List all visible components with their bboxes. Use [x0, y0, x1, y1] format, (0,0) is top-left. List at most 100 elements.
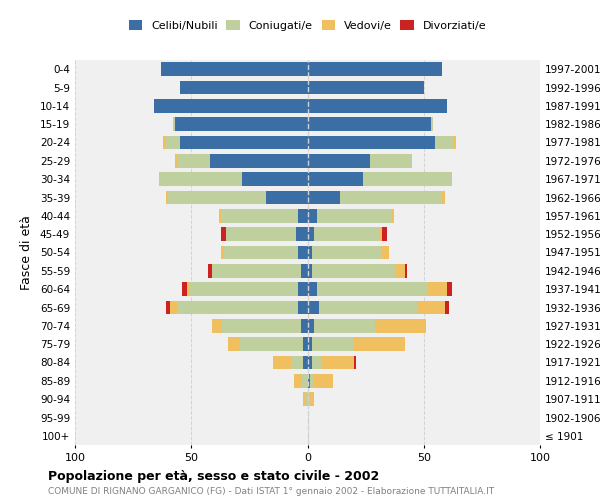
Bar	[175, 154, 178, 168]
Bar	[221, 246, 224, 260]
Bar	[291, 356, 303, 370]
Bar	[312, 264, 396, 278]
Bar	[319, 300, 417, 314]
Legend: Celibi/Nubili, Coniugati/e, Vedovi/e, Divorziati/e: Celibi/Nubili, Coniugati/e, Vedovi/e, Di…	[124, 16, 491, 35]
Bar	[396, 264, 405, 278]
Bar	[303, 356, 308, 370]
Text: COMUNE DI RIGNANO GARGANICO (FG) - Dati ISTAT 1° gennaio 2002 - Elaborazione TUT: COMUNE DI RIGNANO GARGANICO (FG) - Dati …	[48, 488, 494, 496]
Bar	[298, 300, 308, 314]
Bar	[298, 246, 308, 260]
Bar	[436, 136, 454, 149]
Bar	[221, 228, 226, 241]
Bar	[166, 300, 170, 314]
Bar	[391, 209, 394, 222]
Bar	[308, 118, 431, 131]
Bar	[382, 246, 389, 260]
Bar	[179, 136, 308, 149]
Bar	[314, 319, 375, 332]
Bar	[308, 246, 312, 260]
Bar	[431, 118, 433, 131]
Bar	[308, 264, 312, 278]
Bar	[272, 356, 291, 370]
Bar	[308, 172, 364, 186]
Bar	[308, 392, 310, 406]
Bar	[428, 282, 447, 296]
Bar	[182, 282, 187, 296]
Bar	[175, 118, 308, 131]
Bar	[317, 209, 391, 222]
Bar	[375, 319, 426, 332]
Bar	[170, 300, 178, 314]
Bar	[224, 246, 298, 260]
Bar	[301, 374, 308, 388]
Bar	[308, 80, 424, 94]
Bar	[166, 136, 179, 149]
Bar	[189, 282, 298, 296]
Bar	[312, 338, 354, 351]
Bar	[308, 319, 314, 332]
Bar	[301, 264, 308, 278]
Bar	[454, 136, 457, 149]
Bar	[303, 338, 308, 351]
Bar	[382, 228, 386, 241]
Bar	[212, 264, 301, 278]
Bar	[301, 319, 308, 332]
Bar	[298, 209, 308, 222]
Text: Popolazione per età, sesso e stato civile - 2002: Popolazione per età, sesso e stato civil…	[48, 470, 379, 483]
Bar	[173, 118, 175, 131]
Bar	[240, 338, 303, 351]
Bar	[317, 282, 428, 296]
Bar	[308, 209, 317, 222]
Bar	[293, 374, 301, 388]
Bar	[242, 172, 308, 186]
Bar	[340, 190, 442, 204]
Bar	[405, 264, 407, 278]
Bar	[354, 356, 356, 370]
Bar	[370, 154, 412, 168]
Bar	[308, 338, 312, 351]
Bar	[308, 62, 442, 76]
Bar	[308, 136, 436, 149]
Bar	[308, 99, 447, 112]
Bar	[178, 154, 210, 168]
Bar	[442, 190, 445, 204]
Bar	[298, 282, 308, 296]
Bar	[314, 228, 380, 241]
Bar	[166, 190, 168, 204]
Bar	[266, 190, 308, 204]
Bar	[445, 300, 449, 314]
Bar	[226, 228, 296, 241]
Bar	[229, 338, 240, 351]
Bar	[212, 319, 221, 332]
Bar	[210, 154, 308, 168]
Bar	[303, 392, 305, 406]
Bar	[168, 190, 266, 204]
Bar	[314, 374, 333, 388]
Bar	[187, 282, 189, 296]
Bar	[364, 172, 452, 186]
Bar	[308, 356, 312, 370]
Bar	[308, 154, 370, 168]
Bar	[308, 282, 317, 296]
Bar	[219, 209, 221, 222]
Bar	[161, 62, 308, 76]
Bar	[310, 374, 314, 388]
Bar	[447, 282, 452, 296]
Bar	[310, 392, 314, 406]
Bar	[417, 300, 445, 314]
Bar	[354, 338, 405, 351]
Bar	[308, 228, 314, 241]
Bar	[312, 246, 382, 260]
Y-axis label: Fasce di età: Fasce di età	[20, 215, 33, 290]
Bar	[308, 190, 340, 204]
Bar	[308, 300, 319, 314]
Bar	[208, 264, 212, 278]
Bar	[380, 228, 382, 241]
Bar	[305, 392, 308, 406]
Bar	[312, 356, 322, 370]
Bar	[221, 209, 298, 222]
Bar	[178, 300, 298, 314]
Bar	[308, 374, 310, 388]
Bar	[296, 228, 308, 241]
Bar	[322, 356, 354, 370]
